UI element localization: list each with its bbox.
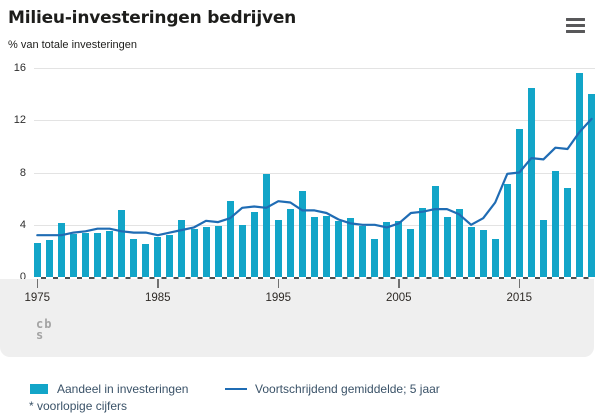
- bar-2001[interactable]: [347, 218, 355, 277]
- bar-2003[interactable]: [371, 239, 379, 277]
- bar-1992[interactable]: [238, 224, 246, 278]
- bar-2019[interactable]: [564, 188, 571, 277]
- axis-unit-label: % van totale investeringen: [8, 39, 138, 51]
- bar-1991[interactable]: [226, 201, 234, 277]
- x-tick-label-2005: 2005: [386, 292, 412, 304]
- gridline-8: [34, 172, 595, 174]
- hamburger-bar: [566, 29, 585, 33]
- trend-line-svg: [36, 117, 593, 237]
- bar-1977[interactable]: [57, 223, 65, 277]
- hamburger-bar: [566, 18, 585, 22]
- hamburger-bar: [566, 23, 585, 28]
- y-tick-label-16: 16: [13, 62, 26, 74]
- bar-1996[interactable]: [286, 209, 294, 277]
- gridline-16: [34, 68, 595, 69]
- bar-series-swatch: [30, 384, 48, 394]
- bar-1990[interactable]: [214, 226, 222, 277]
- bar-2010[interactable]: [455, 209, 463, 277]
- x-tick-2005: [398, 279, 400, 288]
- bar-2002[interactable]: [359, 226, 367, 277]
- bar-2008[interactable]: [431, 185, 439, 277]
- plot-area: [33, 68, 596, 278]
- legend-item-bars: Aandeel in investeringen: [30, 382, 188, 396]
- bar-2016[interactable]: [527, 87, 535, 277]
- bar-1994[interactable]: [262, 173, 270, 277]
- bar-2017[interactable]: [539, 219, 547, 277]
- y-tick-label-4: 4: [19, 218, 26, 231]
- bar-1979[interactable]: [82, 232, 89, 277]
- bar-1975[interactable]: [33, 243, 41, 277]
- bar-2015[interactable]: [515, 129, 523, 277]
- legend-label: Aandeel in investeringen: [57, 382, 189, 396]
- bar-1984[interactable]: [142, 244, 150, 277]
- x-tick-label-1975: 1975: [24, 292, 51, 304]
- bar-1995[interactable]: [274, 219, 282, 277]
- bar-1987[interactable]: [178, 219, 186, 277]
- legend-label: Voortschrijdend gemiddelde; 5 jaar: [255, 382, 440, 396]
- bar-2011[interactable]: [467, 227, 475, 277]
- bar-1997[interactable]: [298, 190, 306, 277]
- x-tick-2015: [518, 279, 520, 288]
- legend-item-line: Voortschrijdend gemiddelde; 5 jaar: [225, 382, 440, 396]
- x-tick-1995: [277, 279, 280, 288]
- cbs-logo: cb s: [36, 317, 53, 342]
- cbs-logo-line1: cb: [36, 317, 53, 331]
- y-tick-label-8: 8: [19, 166, 26, 179]
- x-tick-label-1985: 1985: [145, 292, 171, 304]
- bar-1981[interactable]: [106, 231, 114, 277]
- bar-2000[interactable]: [335, 220, 343, 277]
- bar-2021[interactable]: [588, 94, 596, 277]
- x-tick-label-1995: 1995: [265, 292, 292, 304]
- bar-2007[interactable]: [419, 207, 427, 277]
- bar-2005[interactable]: [395, 220, 403, 277]
- y-tick-label-12: 12: [13, 114, 26, 127]
- x-axis-baseline: [34, 276, 595, 280]
- bar-2014[interactable]: [503, 184, 511, 277]
- cbs-logo-line2: s: [36, 327, 45, 342]
- bar-1998[interactable]: [311, 216, 318, 277]
- bar-2020[interactable]: [576, 73, 583, 277]
- bar-1988[interactable]: [190, 228, 198, 277]
- bar-2013[interactable]: [491, 239, 499, 277]
- bar-1982[interactable]: [118, 210, 126, 277]
- bar-2009[interactable]: [443, 216, 451, 277]
- x-tick-label-2015: 2015: [506, 292, 533, 304]
- footnote: * voorlopige cijfers: [29, 399, 128, 413]
- x-tick-1975: [36, 279, 38, 288]
- page-title: Milieu-investeringen bedrijven: [8, 8, 297, 28]
- gridline-12: [34, 120, 595, 122]
- hamburger-menu-icon[interactable]: [566, 18, 585, 35]
- y-tick-label-0: 0: [19, 271, 26, 283]
- bar-1976[interactable]: [45, 240, 53, 277]
- bar-1985[interactable]: [154, 236, 162, 277]
- footer-band: 1975 1985 1995 2005 2015 cb s: [0, 279, 594, 357]
- bar-2006[interactable]: [407, 228, 415, 277]
- bar-1986[interactable]: [166, 235, 174, 277]
- x-tick-1985: [157, 279, 159, 288]
- bar-2012[interactable]: [479, 230, 487, 277]
- bar-2018[interactable]: [551, 171, 559, 277]
- bar-1999[interactable]: [323, 215, 330, 277]
- line-series-swatch: [225, 387, 247, 391]
- bar-1983[interactable]: [130, 239, 138, 277]
- bar-1993[interactable]: [250, 211, 258, 277]
- trend-line: [36, 117, 593, 237]
- bar-2004[interactable]: [383, 222, 391, 277]
- bar-1989[interactable]: [202, 227, 210, 277]
- bar-1980[interactable]: [94, 232, 101, 277]
- bar-1978[interactable]: [70, 233, 77, 277]
